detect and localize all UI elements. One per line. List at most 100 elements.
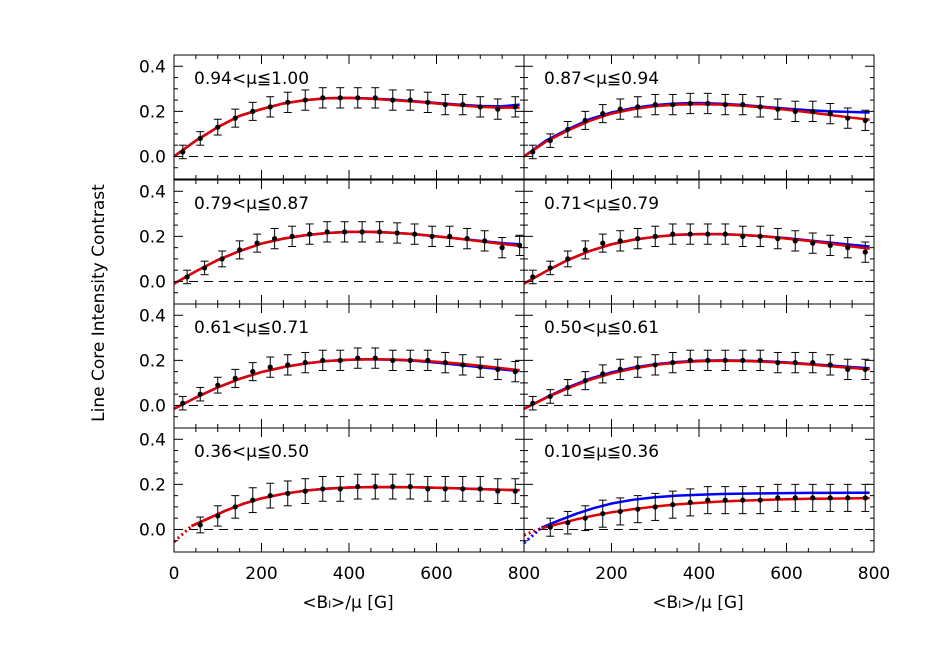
x-tick-label: 400: [333, 564, 365, 584]
data-point: [547, 524, 553, 530]
data-point: [810, 240, 816, 246]
panel-mu-label: 0.10≦μ≦0.36: [544, 442, 659, 462]
y-tick-label: 0.2: [139, 351, 166, 371]
data-point: [547, 393, 553, 400]
data-point: [324, 229, 330, 235]
panel-row4-right: 200 400 600 800 0.10≦μ≦0.36: [523, 427, 890, 584]
data-point: [792, 238, 798, 244]
panel-data-group: [524, 483, 874, 545]
data-point: [705, 497, 711, 503]
y-tick-label: 0.2: [139, 102, 166, 122]
data-point: [705, 100, 711, 107]
panel-row2-left: 0.0 0.2 0.4 0.79<μ≦0.87: [139, 179, 525, 305]
data-point: [635, 104, 641, 110]
data-point: [827, 242, 833, 248]
data-point: [862, 366, 868, 372]
data-point: [337, 357, 343, 363]
data-point: [565, 126, 571, 132]
data-point: [429, 233, 435, 239]
data-point: [582, 247, 588, 253]
data-point: [600, 111, 606, 117]
data-point: [495, 106, 501, 112]
data-point: [512, 369, 518, 375]
data-point: [267, 104, 273, 110]
data-point: [617, 238, 623, 244]
data-point: [757, 233, 763, 239]
data-point: [215, 513, 221, 519]
data-point: [337, 486, 343, 492]
panel-row1-right: 0.87<μ≦0.94: [523, 54, 875, 180]
data-point: [390, 357, 396, 363]
data-point: [827, 362, 833, 368]
data-point: [670, 360, 676, 366]
data-point: [215, 124, 221, 130]
data-point: [464, 236, 470, 242]
panel-row3-right: 0.50<μ≦0.61: [523, 303, 875, 429]
series-line-red: [524, 232, 870, 285]
data-point: [180, 400, 186, 406]
data-point: [687, 231, 693, 237]
data-point: [740, 497, 746, 503]
data-point: [740, 357, 746, 363]
data-point: [285, 362, 291, 368]
data-point: [355, 95, 361, 101]
data-point: [827, 495, 833, 501]
series-line-red: [190, 485, 520, 528]
data-point: [530, 400, 536, 406]
x-axis-title-left: <Bₗ>/μ [G]: [302, 593, 393, 613]
data-point: [320, 95, 326, 101]
series-line-red: [541, 496, 870, 530]
data-point: [355, 355, 361, 361]
series-line-blue: [541, 491, 870, 529]
y-tick-label: 0.0: [139, 396, 166, 416]
panel-mu-label: 0.87<μ≦0.94: [544, 69, 659, 89]
data-point: [407, 484, 413, 490]
data-point: [635, 236, 641, 242]
panel-data-group: [524, 349, 874, 411]
data-point: [517, 242, 523, 248]
data-point: [320, 486, 326, 492]
data-point: [582, 117, 588, 123]
panel-mu-label: 0.71<μ≦0.79: [544, 194, 659, 214]
data-point: [670, 502, 676, 508]
data-point: [845, 495, 851, 501]
data-point: [390, 484, 396, 490]
data-point: [635, 364, 641, 370]
data-point: [289, 233, 295, 239]
data-point: [237, 247, 243, 253]
data-point: [740, 233, 746, 239]
data-point: [722, 231, 728, 237]
data-point: [250, 108, 256, 114]
data-point: [600, 511, 606, 517]
data-point: [495, 366, 501, 372]
data-point: [499, 245, 505, 251]
data-point: [512, 104, 518, 110]
data-point: [600, 371, 606, 377]
data-point: [254, 240, 260, 246]
data-point: [862, 249, 868, 255]
data-point: [810, 495, 816, 501]
data-point: [757, 497, 763, 503]
data-point: [845, 366, 851, 372]
panel-row3-left: 0.0 0.2 0.4 0.61<μ≦0.71: [139, 303, 525, 429]
y-tick-label: 0.4: [139, 57, 166, 77]
panel-mu-label: 0.79<μ≦0.87: [194, 194, 309, 214]
series-line-red: [524, 359, 870, 410]
data-point: [460, 362, 466, 368]
data-point: [687, 499, 693, 505]
extrapolation-red: [524, 526, 543, 537]
data-point: [372, 484, 378, 490]
data-point: [442, 102, 448, 108]
data-point: [705, 357, 711, 363]
data-point: [202, 265, 208, 271]
data-point: [184, 274, 190, 280]
data-point: [652, 362, 658, 368]
data-point: [845, 245, 851, 251]
data-point: [827, 111, 833, 117]
data-point: [285, 99, 291, 105]
data-point: [285, 490, 291, 496]
panel-data-group: [524, 92, 874, 160]
data-point: [687, 357, 693, 363]
data-point: [442, 486, 448, 492]
y-axis-title: Line Core Intensity Contrast: [89, 184, 109, 422]
